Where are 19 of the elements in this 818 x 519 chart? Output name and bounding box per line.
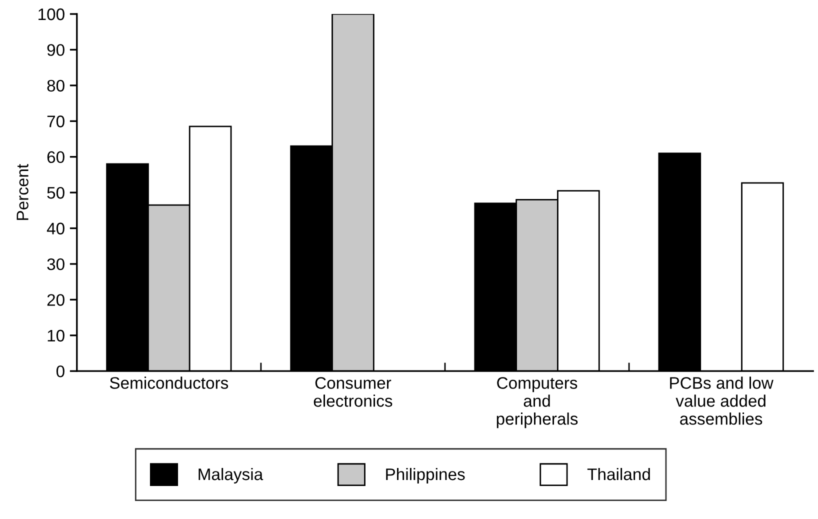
y-tick-label: 30 [47,258,64,270]
legend-label: Philippines [386,468,465,484]
y-axis-title: Percent [16,164,28,220]
x-tick-label: Computers and peripherals [496,377,578,428]
y-tick-label: 70 [47,116,64,128]
y-tick-label: 40 [46,222,64,234]
legend-label: Thailand [587,468,650,480]
y-tick-label: 100 [38,8,64,20]
x-tick-label: Consumer electronics [314,377,392,407]
y-tick-label: 50 [47,186,64,199]
x-tick-label: PCBs and low value added assemblies [670,376,774,425]
y-tick-label: 20 [47,294,64,306]
y-tick-label: 90 [47,44,64,56]
y-tick-label: 0 [56,365,64,378]
y-tick-label: 80 [47,80,64,92]
y-tick-label: 10 [48,330,64,342]
y-tick-label: 60 [47,151,64,164]
legend-label: Malaysia [198,468,264,484]
x-tick-label: Semiconductors [110,376,228,389]
